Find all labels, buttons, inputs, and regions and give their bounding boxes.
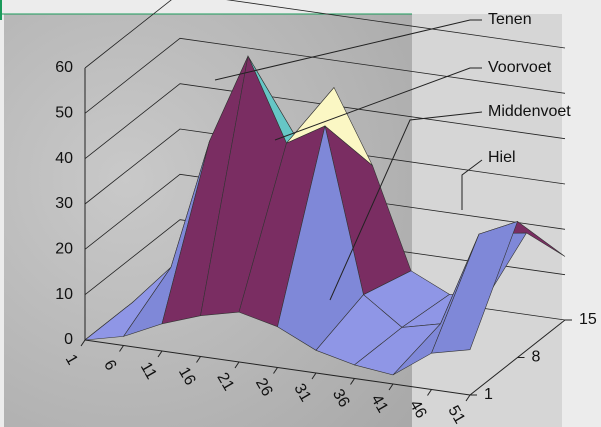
- x-tick: [273, 367, 278, 374]
- depth-tick-label: 1: [484, 386, 493, 403]
- x-tick: [350, 378, 355, 385]
- grid-line: [84, 37, 566, 114]
- depth-axis: [469, 319, 566, 396]
- grid-line: [84, 83, 566, 160]
- x-tick-label: 26: [252, 375, 276, 399]
- z-tick-label: 0: [64, 331, 73, 348]
- annotation: Hiel: [488, 149, 516, 166]
- depth-tick-label: 8: [532, 349, 541, 366]
- x-tick-label: 21: [213, 370, 237, 394]
- annotation: Middenvoet: [488, 103, 571, 120]
- x-tick: [80, 339, 86, 347]
- z-tick-label: 50: [55, 105, 73, 122]
- z-tick-label: 20: [55, 241, 73, 258]
- grid-line: [84, 128, 566, 205]
- depth-tick-label: 15: [579, 311, 597, 328]
- leaders: [214, 19, 483, 301]
- x-tick-label: 46: [406, 397, 430, 421]
- z-tick-label: 60: [55, 59, 73, 76]
- x-tick-label: 16: [175, 364, 199, 388]
- x-tick: [388, 383, 394, 391]
- annotation: Voorvoet: [488, 59, 552, 76]
- x-tick-label: 41: [367, 392, 391, 416]
- x-tick: [465, 394, 471, 402]
- x-tick-label: 31: [290, 381, 314, 405]
- z-tick-label: 30: [55, 195, 73, 212]
- grid-line: [84, 173, 566, 250]
- annotation: Tenen: [488, 11, 532, 28]
- x-tick: [234, 361, 240, 369]
- x-tick: [427, 389, 432, 396]
- z-tick-label: 40: [55, 150, 73, 167]
- x-tick-label: 11: [137, 359, 160, 382]
- grid-line: [84, 219, 566, 296]
- light-panel: [412, 14, 562, 427]
- x-tick: [196, 356, 201, 363]
- x-tick: [311, 372, 317, 380]
- x-tick-label: 51: [444, 403, 468, 427]
- x-axis: [84, 339, 471, 396]
- surface-patch: [431, 221, 518, 354]
- x-tick: [119, 345, 124, 352]
- x-tick: [157, 350, 163, 358]
- z-tick-label: 10: [55, 286, 73, 303]
- grid-line: [84, 0, 566, 69]
- x-tick-label: 36: [329, 386, 353, 410]
